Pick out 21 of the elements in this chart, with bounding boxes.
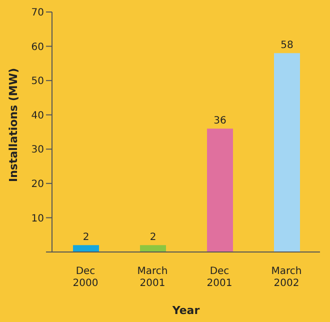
bar [140, 245, 166, 252]
y-tick-label: 60 [31, 42, 44, 53]
x-tick-label: March 2002 [271, 266, 302, 289]
x-tick-label: Dec 2000 [72, 266, 98, 289]
data-label: 2 [150, 232, 156, 244]
y-axis-title: Installations (MW) [6, 68, 20, 182]
y-tick-label: 20 [31, 178, 44, 190]
x-tick-label: Dec 2001 [206, 266, 232, 289]
x-tick-label: March 2001 [137, 266, 168, 289]
data-label: 2 [82, 232, 90, 244]
bar [73, 245, 99, 252]
y-tick-label: 70 [31, 8, 44, 19]
y-tick-label: 30 [31, 144, 44, 156]
y-tick-label: 40 [31, 110, 44, 122]
data-label: 58 [280, 40, 294, 52]
bar [274, 53, 300, 252]
y-tick-label: 10 [31, 213, 44, 224]
data-label: 36 [214, 116, 226, 127]
x-axis-title: Year [171, 304, 200, 317]
y-tick-label: 50 [31, 76, 44, 88]
bar [207, 128, 233, 252]
